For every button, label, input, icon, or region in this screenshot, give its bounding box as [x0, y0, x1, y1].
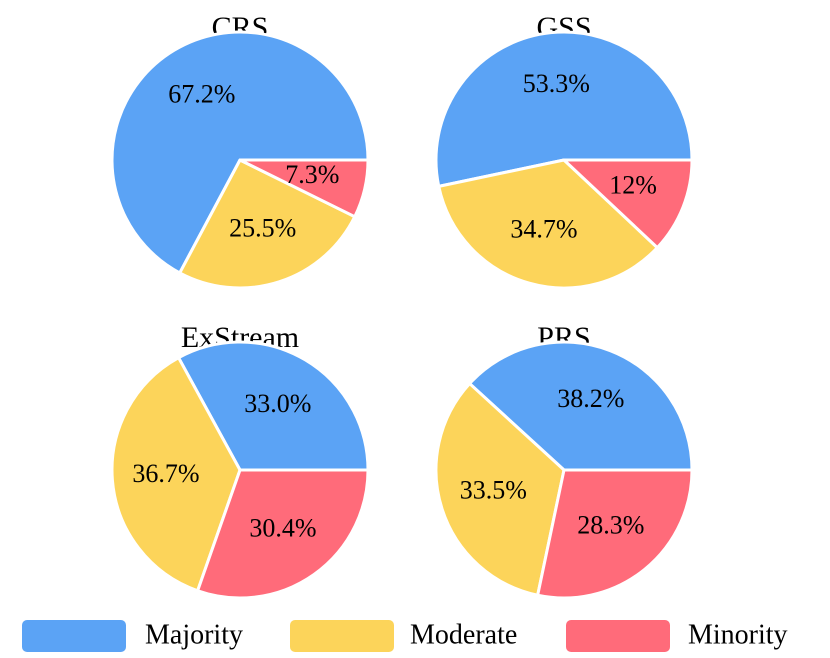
- slice-label-exstream-moderate: 36.7%: [132, 459, 199, 488]
- slice-label-crs-moderate: 25.5%: [229, 214, 296, 243]
- slice-label-gss-majority: 53.3%: [523, 69, 590, 98]
- slice-label-prs-minority: 28.3%: [577, 511, 644, 540]
- legend-label-minority: Minority: [688, 619, 788, 650]
- slice-gss-moderate: [437, 158, 659, 290]
- slice-gss-minority: [562, 158, 694, 250]
- slice-prs-majority: [468, 340, 694, 472]
- slice-label-crs-majority: 67.2%: [168, 79, 235, 108]
- slice-label-crs-minority: 7.3%: [285, 160, 339, 189]
- legend-swatch-moderate: [290, 620, 394, 652]
- slice-exstream-majority: [177, 340, 370, 472]
- slice-label-prs-moderate: 33.5%: [460, 476, 527, 505]
- legend: Majority Moderate Minority: [22, 619, 788, 652]
- slice-gss-majority: [434, 30, 694, 188]
- slice-label-prs-majority: 38.2%: [557, 384, 624, 413]
- slice-prs-minority: [536, 468, 694, 600]
- legend-label-moderate: Moderate: [410, 619, 517, 650]
- slice-exstream-minority: [196, 468, 370, 600]
- slice-label-exstream-minority: 30.4%: [249, 514, 316, 543]
- slice-label-exstream-majority: 33.0%: [244, 389, 311, 418]
- legend-label-majority: Majority: [145, 619, 243, 650]
- slice-crs-minority: [238, 158, 370, 219]
- slice-exstream-moderate: [110, 356, 242, 593]
- legend-swatch-minority: [566, 620, 670, 652]
- slice-prs-moderate: [434, 382, 566, 597]
- slice-label-gss-minority: 12%: [609, 170, 657, 199]
- slice-crs-majority: [110, 30, 370, 275]
- slice-label-gss-moderate: 34.7%: [510, 214, 577, 243]
- legend-swatch-majority: [22, 620, 126, 652]
- slice-crs-moderate: [178, 158, 357, 290]
